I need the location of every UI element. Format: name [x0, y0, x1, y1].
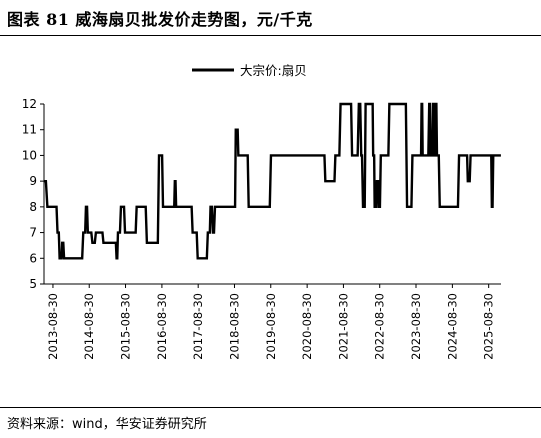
figure-title: 图表 81 威海扇贝批发价走势图，元/千克 [7, 10, 313, 29]
x-tick-label: 2015-08-30 [119, 293, 133, 360]
series-layer [44, 102, 501, 260]
y-tick-label: 12 [22, 97, 37, 111]
y-tick-label: 11 [22, 123, 37, 137]
x-tick-label: 2014-08-30 [82, 293, 96, 360]
x-tick-label: 2018-08-30 [227, 293, 241, 360]
x-tick-label: 2019-08-30 [264, 293, 278, 360]
legend-label: 大宗价:扇贝 [240, 63, 307, 78]
y-tick-label: 9 [29, 174, 37, 188]
x-tick-label: 2013-08-30 [46, 293, 60, 360]
x-tick-label: 2016-08-30 [155, 293, 169, 360]
y-tick-label: 8 [29, 200, 37, 214]
x-tick-label: 2023-08-30 [409, 293, 423, 360]
y-tick-label: 10 [22, 148, 37, 162]
x-tick-label: 2017-08-30 [191, 293, 205, 360]
x-tick-label: 2025-08-30 [482, 293, 496, 360]
y-tick-label: 6 [29, 251, 37, 265]
x-axis-ticks: 2013-08-30 2014-08-30 2015-08-30 2016-08-30… [46, 284, 496, 360]
x-tick-label: 2021-08-30 [336, 293, 350, 360]
legend: 大宗价:扇贝 [192, 63, 307, 78]
x-tick-label: 2022-08-30 [373, 293, 387, 360]
source-note: 资料来源：wind，华安证券研究所 [7, 417, 207, 432]
axes [43, 104, 501, 285]
bottom-rule [0, 407, 541, 408]
top-rule [0, 35, 541, 36]
y-tick-label: 5 [29, 277, 37, 291]
x-tick-label: 2024-08-30 [445, 293, 459, 360]
y-tick-label: 7 [29, 226, 37, 240]
series-line-1 [44, 102, 501, 260]
y-axis-ticks: 5 6 7 8 9 10 11 12 [22, 97, 44, 291]
x-tick-label: 2020-08-30 [300, 293, 314, 360]
